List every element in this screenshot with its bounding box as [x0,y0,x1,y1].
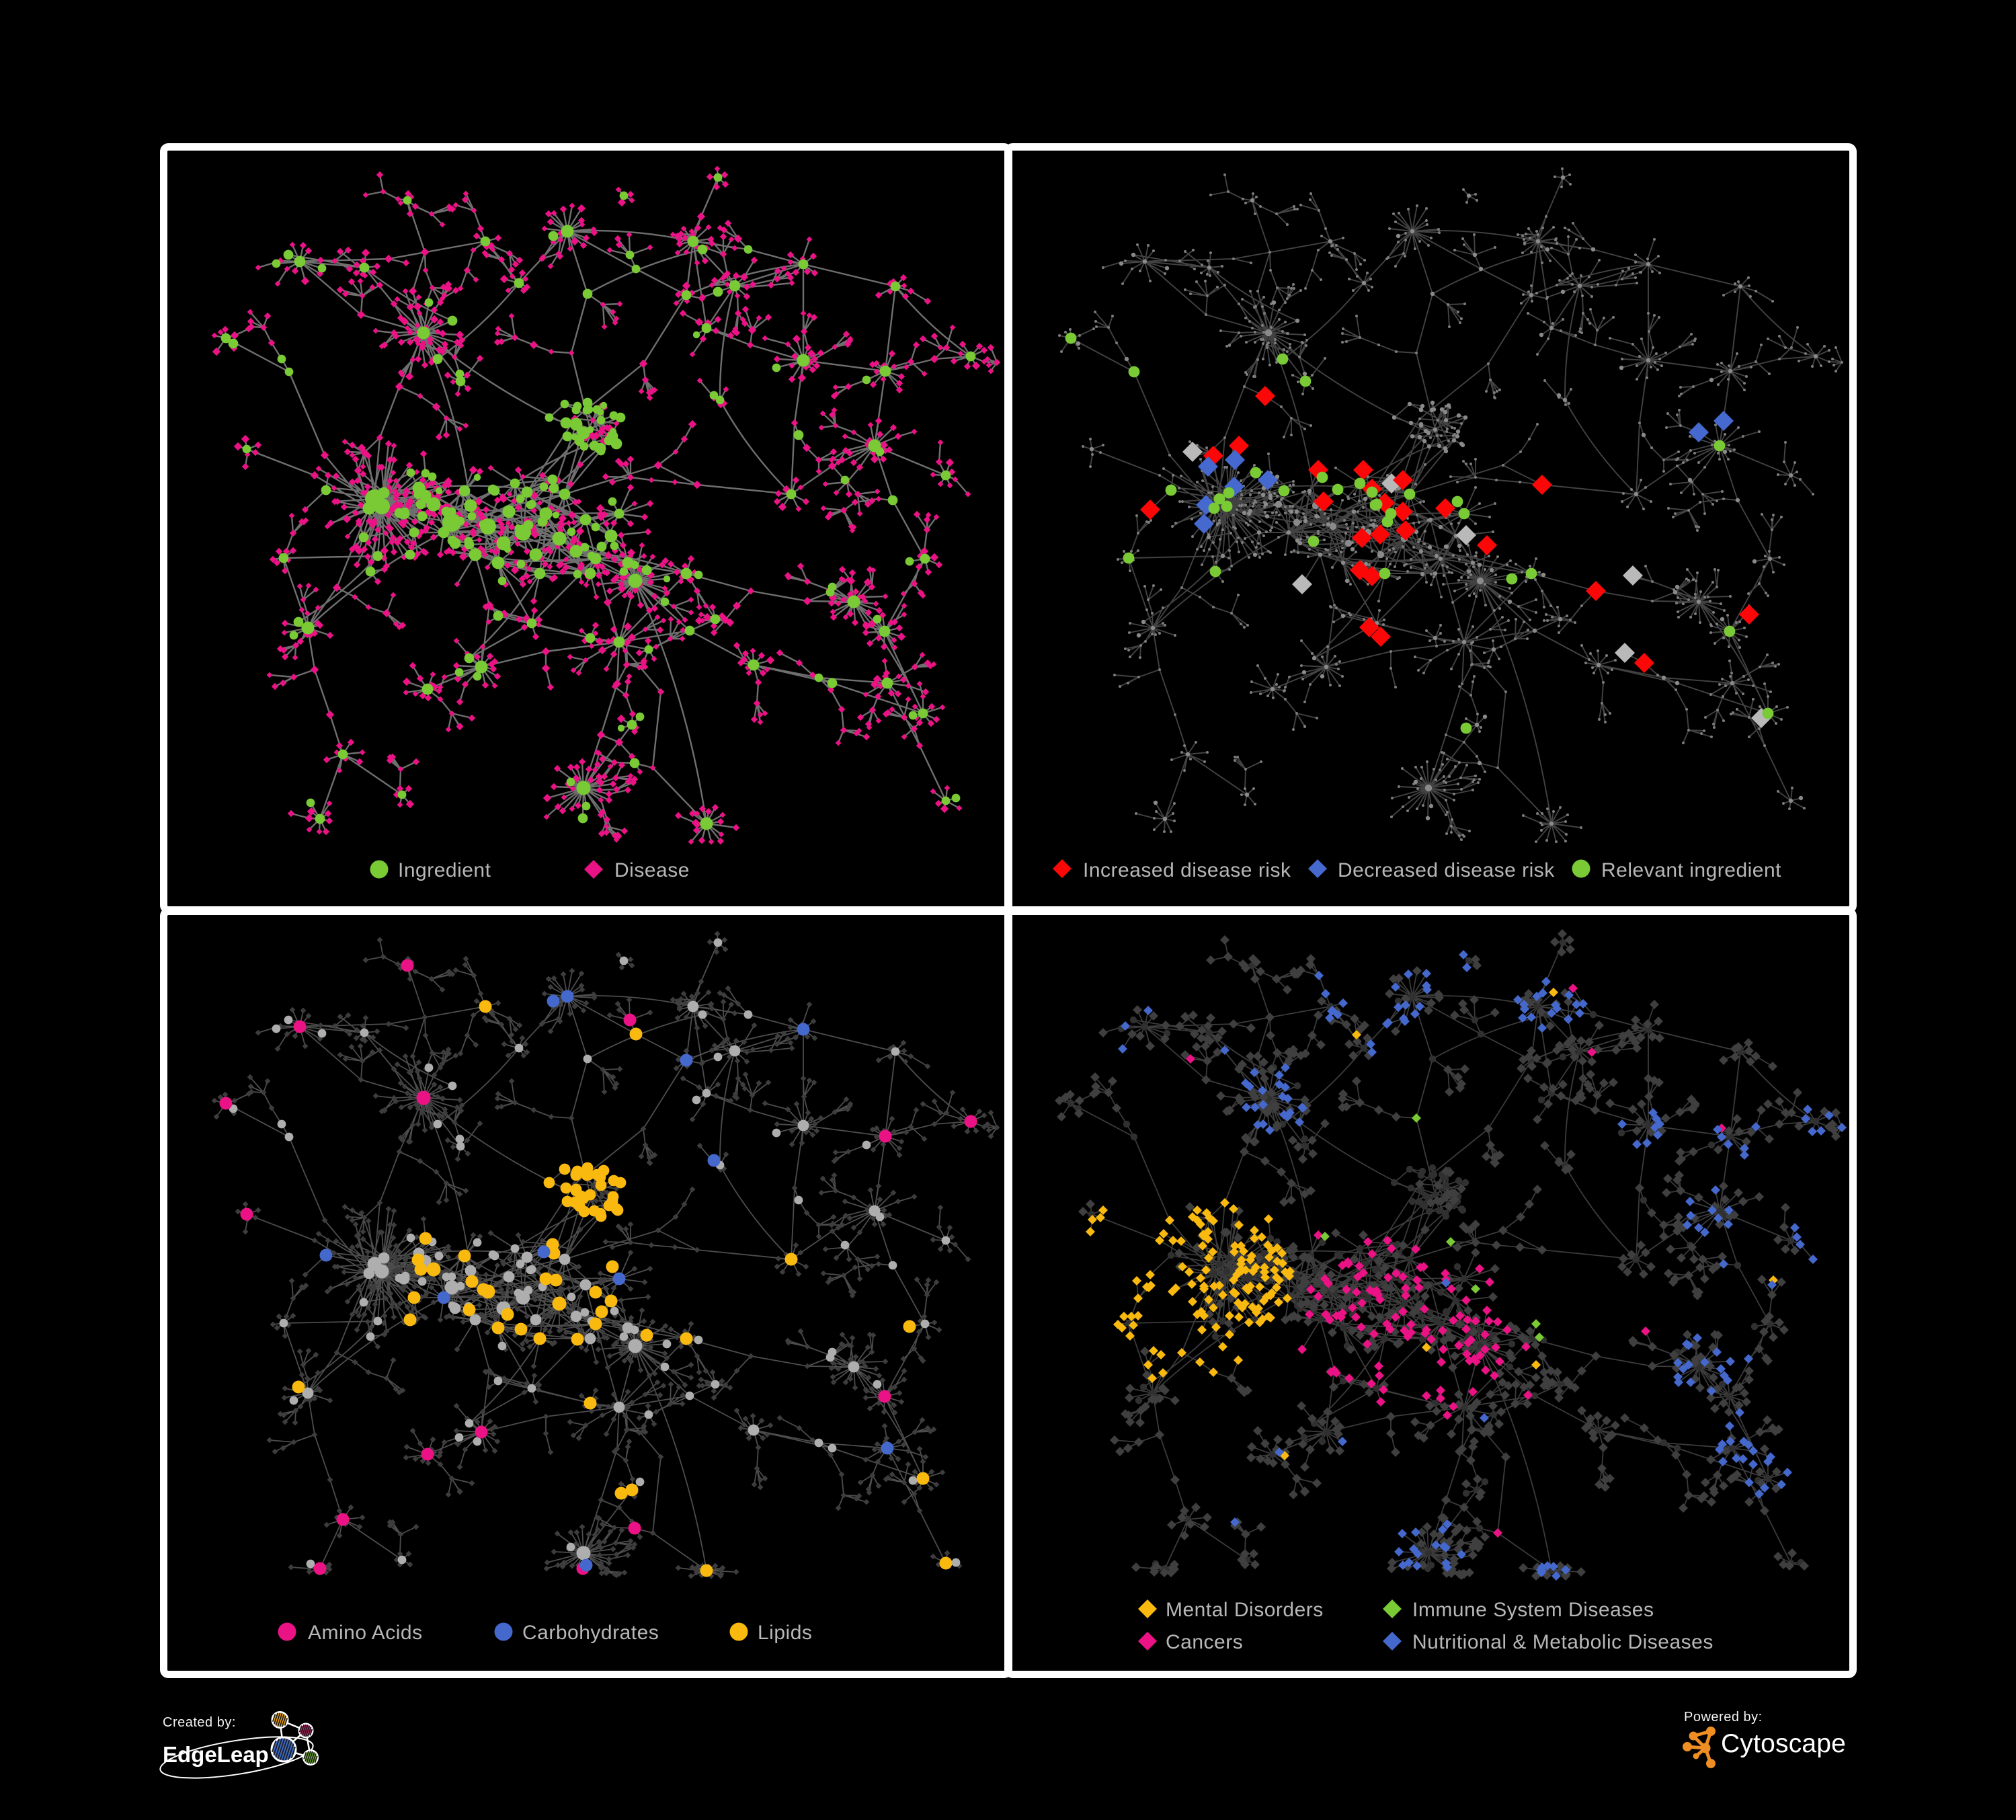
svg-text:Ingredient: Ingredient [398,859,491,881]
svg-text:Cancers: Cancers [1166,1631,1243,1653]
svg-text:Mental Disorders: Mental Disorders [1166,1599,1324,1621]
svg-text:Immune System Diseases: Immune System Diseases [1412,1599,1654,1621]
svg-text:Decreased disease risk: Decreased disease risk [1338,859,1555,881]
svg-text:Increased disease risk: Increased disease risk [1083,859,1291,881]
svg-text:Created by:: Created by: [163,1715,236,1730]
svg-text:Relevant ingredient: Relevant ingredient [1601,859,1781,881]
svg-text:Lipids: Lipids [758,1622,812,1644]
svg-text:Carbohydrates: Carbohydrates [522,1622,659,1644]
svg-text:Powered by:: Powered by: [1684,1710,1763,1725]
svg-text:Disease: Disease [614,859,690,881]
svg-text:Cytoscape: Cytoscape [1721,1729,1846,1758]
svg-text:Nutritional & Metabolic Diseas: Nutritional & Metabolic Diseases [1412,1631,1713,1653]
svg-text:Amino Acids: Amino Acids [308,1622,423,1644]
